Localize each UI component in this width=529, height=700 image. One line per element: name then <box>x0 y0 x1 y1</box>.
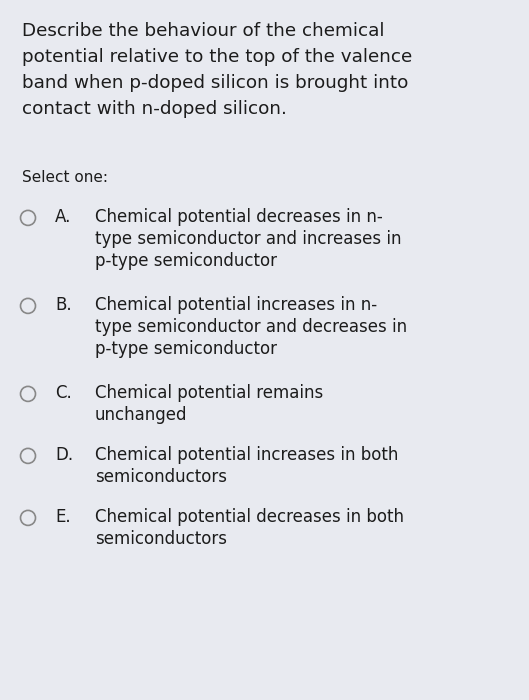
Text: Describe the behaviour of the chemical: Describe the behaviour of the chemical <box>22 22 385 40</box>
Text: contact with n-doped silicon.: contact with n-doped silicon. <box>22 100 287 118</box>
Text: band when p-doped silicon is brought into: band when p-doped silicon is brought int… <box>22 74 408 92</box>
Text: p-type semiconductor: p-type semiconductor <box>95 340 277 358</box>
Text: E.: E. <box>55 508 71 526</box>
Text: type semiconductor and decreases in: type semiconductor and decreases in <box>95 318 407 336</box>
Text: D.: D. <box>55 446 73 464</box>
Text: Chemical potential remains: Chemical potential remains <box>95 384 323 402</box>
Text: type semiconductor and increases in: type semiconductor and increases in <box>95 230 402 248</box>
Text: semiconductors: semiconductors <box>95 468 227 486</box>
Text: p-type semiconductor: p-type semiconductor <box>95 252 277 270</box>
Text: B.: B. <box>55 296 71 314</box>
Text: A.: A. <box>55 208 71 226</box>
Text: C.: C. <box>55 384 72 402</box>
Text: Chemical potential increases in both: Chemical potential increases in both <box>95 446 398 464</box>
Text: Chemical potential decreases in both: Chemical potential decreases in both <box>95 508 404 526</box>
Text: Chemical potential increases in n-: Chemical potential increases in n- <box>95 296 377 314</box>
Text: Chemical potential decreases in n-: Chemical potential decreases in n- <box>95 208 383 226</box>
Text: unchanged: unchanged <box>95 406 187 424</box>
Text: semiconductors: semiconductors <box>95 530 227 548</box>
Text: potential relative to the top of the valence: potential relative to the top of the val… <box>22 48 412 66</box>
Text: Select one:: Select one: <box>22 170 108 185</box>
